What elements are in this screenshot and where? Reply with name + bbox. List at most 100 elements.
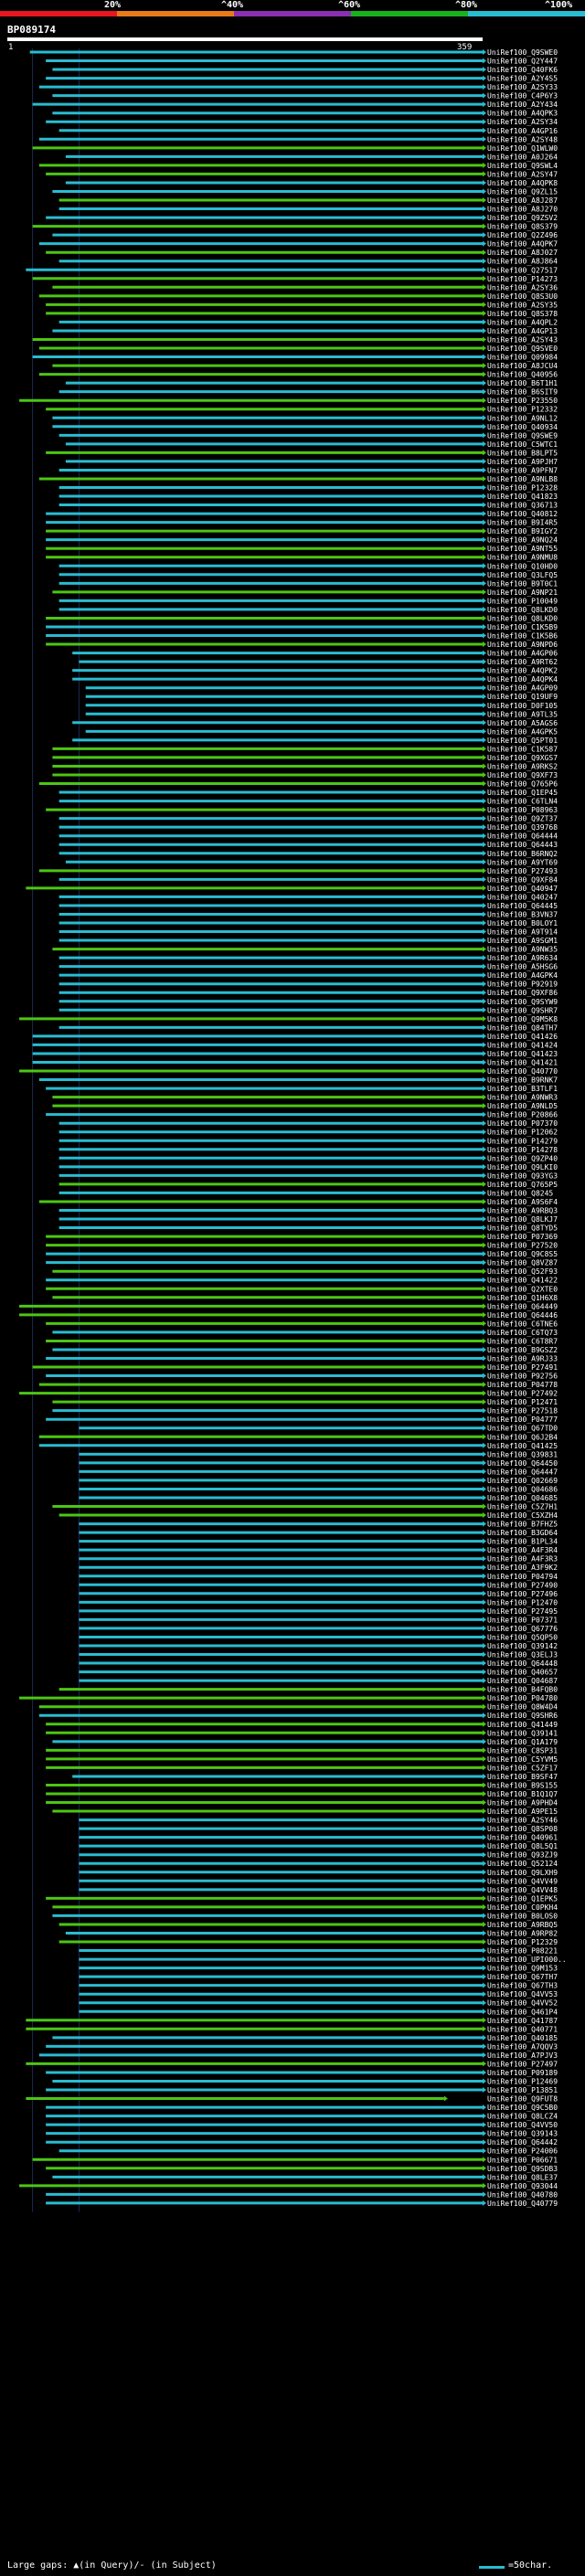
hit-label[interactable]: UniRef100_Q10HD0 [487,562,558,570]
hit-label[interactable]: UniRef100_Q1EP45 [487,789,558,797]
hit-label[interactable]: UniRef100_A9R634 [487,954,558,962]
hit-label[interactable]: UniRef100_A9NT55 [487,545,558,553]
hit-label[interactable]: UniRef100_Q9FUT8 [487,2095,558,2104]
hit-label[interactable]: UniRef100_Q9SWL4 [487,162,558,170]
hit-label[interactable]: UniRef100_Q8S379 [487,223,558,231]
hit-label[interactable]: UniRef100_Q36713 [487,502,558,510]
hit-label[interactable]: UniRef100_Q41421 [487,1058,558,1066]
hit-label[interactable]: UniRef100_A9NW35 [487,946,558,954]
hit-label[interactable]: UniRef100_B1PL34 [487,1538,558,1546]
hit-label[interactable]: UniRef100_C6TNE6 [487,1320,558,1328]
hit-label[interactable]: UniRef100_A2SY48 [487,135,558,143]
hit-label[interactable]: UniRef100_Q39768 [487,823,558,832]
hit-label[interactable]: UniRef100_D0F105 [487,702,558,710]
hit-label[interactable]: UniRef100_Q461P4 [487,2008,558,2016]
hit-label[interactable]: UniRef100_Q4VV49 [487,1877,558,1885]
hit-label[interactable]: UniRef100_A5AGS6 [487,719,558,727]
hit-label[interactable]: UniRef100_Q2Z496 [487,231,558,239]
hit-label[interactable]: UniRef100_Q40770 [487,1067,558,1076]
hit-label[interactable]: UniRef100_A2SY34 [487,118,558,126]
hit-label[interactable]: UniRef100_A4F3R3 [487,1555,558,1564]
hit-label[interactable]: UniRef100_A9PE15 [487,1807,558,1816]
hit-label[interactable]: UniRef100_Q9ZSV2 [487,214,558,222]
hit-label[interactable]: UniRef100_Q4VV52 [487,1999,558,2008]
hit-label[interactable]: UniRef100_Q9M153 [487,1965,558,1973]
hit-label[interactable]: UniRef100_Q93YG3 [487,1171,558,1180]
hit-label[interactable]: UniRef100_Q41449 [487,1721,558,1729]
hit-label[interactable]: UniRef100_Q40947 [487,885,558,893]
hit-label[interactable]: UniRef100_B0LOY1 [487,919,558,928]
hit-label[interactable]: UniRef100_A2SY36 [487,283,558,292]
hit-label[interactable]: UniRef100_Q41426 [487,1033,558,1041]
hit-label[interactable]: UniRef100_C4P6Y3 [487,92,558,101]
hit-label[interactable]: UniRef100_A9T914 [487,928,558,937]
hit-label[interactable]: UniRef100_A8J027 [487,249,558,257]
hit-label[interactable]: UniRef100_A0J264 [487,153,558,161]
hit-label[interactable]: UniRef100_C0PKH4 [487,1903,558,1912]
hit-label[interactable]: UniRef100_P12332 [487,406,558,414]
hit-label[interactable]: UniRef100_A2Y434 [487,101,558,109]
hit-label[interactable]: UniRef100_Q04685 [487,1494,558,1502]
hit-label[interactable]: UniRef100_Q4VV50 [487,2121,558,2129]
hit-label[interactable]: UniRef100_Q8SP08 [487,1825,558,1833]
hit-label[interactable]: UniRef100_P08221 [487,1947,558,1956]
hit-label[interactable]: UniRef100_A5HSG6 [487,963,558,971]
hit-label[interactable]: UniRef100_P06671 [487,2156,558,2164]
hit-label[interactable]: UniRef100_Q9C8S5 [487,1250,558,1258]
hit-label[interactable]: UniRef100_Q64446 [487,1311,558,1320]
hit-label[interactable]: UniRef100_Q4VV48 [487,1886,558,1894]
hit-label[interactable]: UniRef100_Q41823 [487,493,558,501]
hit-label[interactable]: UniRef100_Q39141 [487,1729,558,1737]
hit-label[interactable]: UniRef100_P23550 [487,397,558,405]
hit-label[interactable]: UniRef100_P12062 [487,1129,558,1137]
hit-label[interactable]: UniRef100_Q40779 [487,2200,558,2208]
hit-label[interactable]: UniRef100_Q64443 [487,841,558,849]
hit-label[interactable]: UniRef100_Q8LE37 [487,2173,558,2181]
hit-label[interactable]: UniRef100_A2SY47 [487,170,558,178]
hit-label[interactable]: UniRef100_Q41787 [487,2017,558,2025]
hit-label[interactable]: UniRef100_B9S155 [487,1781,558,1789]
hit-label[interactable]: UniRef100_A9NWR3 [487,1094,558,1102]
hit-label[interactable]: UniRef100_A9RBQ5 [487,1921,558,1929]
hit-label[interactable]: UniRef100_B9I4R5 [487,519,558,527]
hit-label[interactable]: UniRef100_A9RBQ3 [487,1206,558,1214]
hit-label[interactable]: UniRef100_P07370 [487,1119,558,1128]
hit-label[interactable]: UniRef100_Q52124 [487,1860,558,1868]
hit-label[interactable]: UniRef100_C1K5B6 [487,632,558,641]
hit-label[interactable]: UniRef100_B9IGY2 [487,527,558,535]
hit-label[interactable]: UniRef100_A4GP16 [487,127,558,135]
hit-label[interactable]: UniRef100_A9RP82 [487,1929,558,1937]
hit-label[interactable]: UniRef100_Q40FK6 [487,66,558,74]
hit-label[interactable]: UniRef100_Q8W4D4 [487,1703,558,1712]
hit-label[interactable]: UniRef100_P14273 [487,275,558,283]
hit-label[interactable]: UniRef100_A9NL12 [487,414,558,422]
hit-label[interactable]: UniRef100_A9RKS2 [487,762,558,770]
hit-label[interactable]: UniRef100_Q64447 [487,1468,558,1476]
hit-label[interactable]: UniRef100_B3TLF1 [487,1085,558,1093]
hit-label[interactable]: UniRef100_C6TLN4 [487,798,558,806]
hit-label[interactable]: UniRef100_C1K587 [487,745,558,753]
hit-label[interactable]: UniRef100_Q39831 [487,1450,558,1458]
hit-label[interactable]: UniRef100_Q9LKI0 [487,1163,558,1171]
hit-label[interactable]: UniRef100_Q1A179 [487,1738,558,1746]
hit-label[interactable]: UniRef100_P14279 [487,1137,558,1145]
hit-label[interactable]: UniRef100_Q52F93 [487,1267,558,1276]
hit-label[interactable]: UniRef100_B9SF47 [487,1773,558,1781]
hit-label[interactable]: UniRef100_A2SY43 [487,335,558,344]
hit-label[interactable]: UniRef100_A3F9K2 [487,1564,558,1572]
hit-label[interactable]: UniRef100_P27497 [487,2060,558,2068]
hit-label[interactable]: UniRef100_P04778 [487,1381,558,1389]
hit-label[interactable]: UniRef100_Q67TD0 [487,1425,558,1433]
hit-label[interactable]: UniRef100_Q93044 [487,2182,558,2190]
hit-label[interactable]: UniRef100_Q765P6 [487,780,558,789]
hit-label[interactable]: UniRef100_P27496 [487,1590,558,1598]
hit-label[interactable]: UniRef100_Q67TH7 [487,1973,558,1981]
hit-label[interactable]: UniRef100_A4GPK4 [487,971,558,980]
hit-label[interactable]: UniRef100_Q8VZ87 [487,1259,558,1267]
hit-label[interactable]: UniRef100_P04780 [487,1694,558,1702]
hit-label[interactable]: UniRef100_A4QPK2 [487,667,558,675]
hit-label[interactable]: UniRef100_Q8LCZ4 [487,2113,558,2121]
hit-label[interactable]: UniRef100_Q5QP50 [487,1633,558,1641]
hit-label[interactable]: UniRef100_Q40780 [487,2190,558,2199]
hit-label[interactable]: UniRef100_Q93ZJ9 [487,1851,558,1860]
